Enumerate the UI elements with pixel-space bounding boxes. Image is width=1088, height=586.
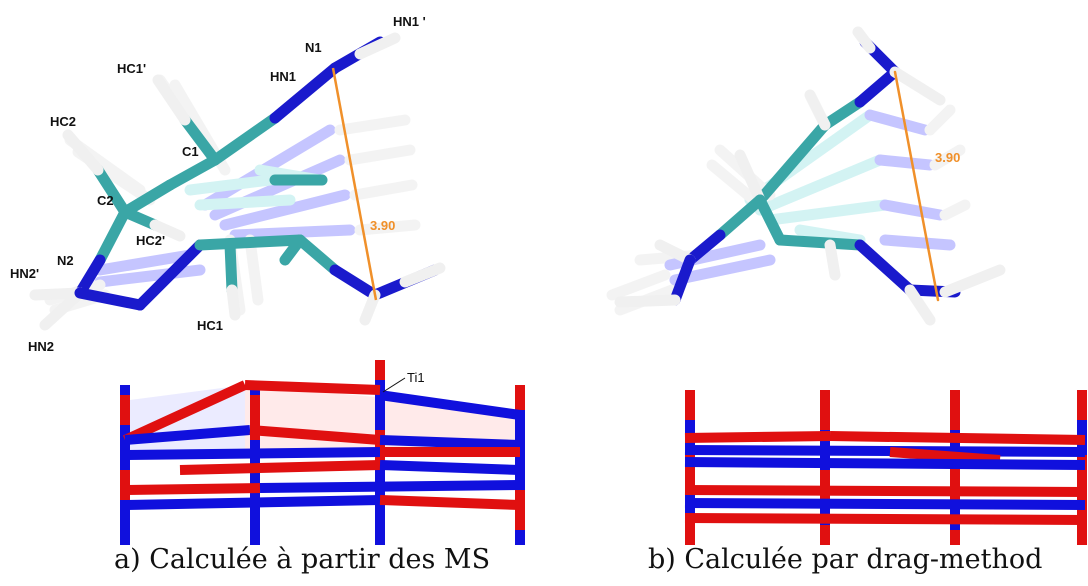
atom-labels-a: HN1 ' N1 HN1 HC1' HC2 C1 C2 HC2' N2 HN2'… [10,14,426,354]
label-hc2: HC2 [50,114,76,129]
label-hc1-prime: HC1' [117,61,146,76]
label-n2: N2 [57,253,74,268]
molecule-ms [29,32,446,331]
label-n1: N1 [305,40,322,55]
distance-label-a: 3.90 [370,218,395,233]
distance-line-b [893,70,940,302]
label-c2: C2 [97,193,114,208]
label-hn2: HN2 [28,339,54,354]
label-ti1: Ti1 [407,370,425,385]
distance-line-a [331,67,378,301]
label-hn1-prime: HN1 ' [393,14,426,29]
lattice-drag [684,390,1087,545]
label-hn1: HN1 [270,69,296,84]
distance-label-b: 3.90 [935,150,960,165]
caption-a: a) Calculée à partir des MS [114,544,491,575]
label-c1: C1 [182,144,199,159]
lattice-ms [120,360,525,545]
caption-b: b) Calculée par drag-method [648,544,1043,575]
molecule-drag [606,26,1006,326]
label-hc2-prime: HC2' [136,233,165,248]
label-hc1: HC1 [197,318,223,333]
label-hn2-prime: HN2' [10,266,39,281]
